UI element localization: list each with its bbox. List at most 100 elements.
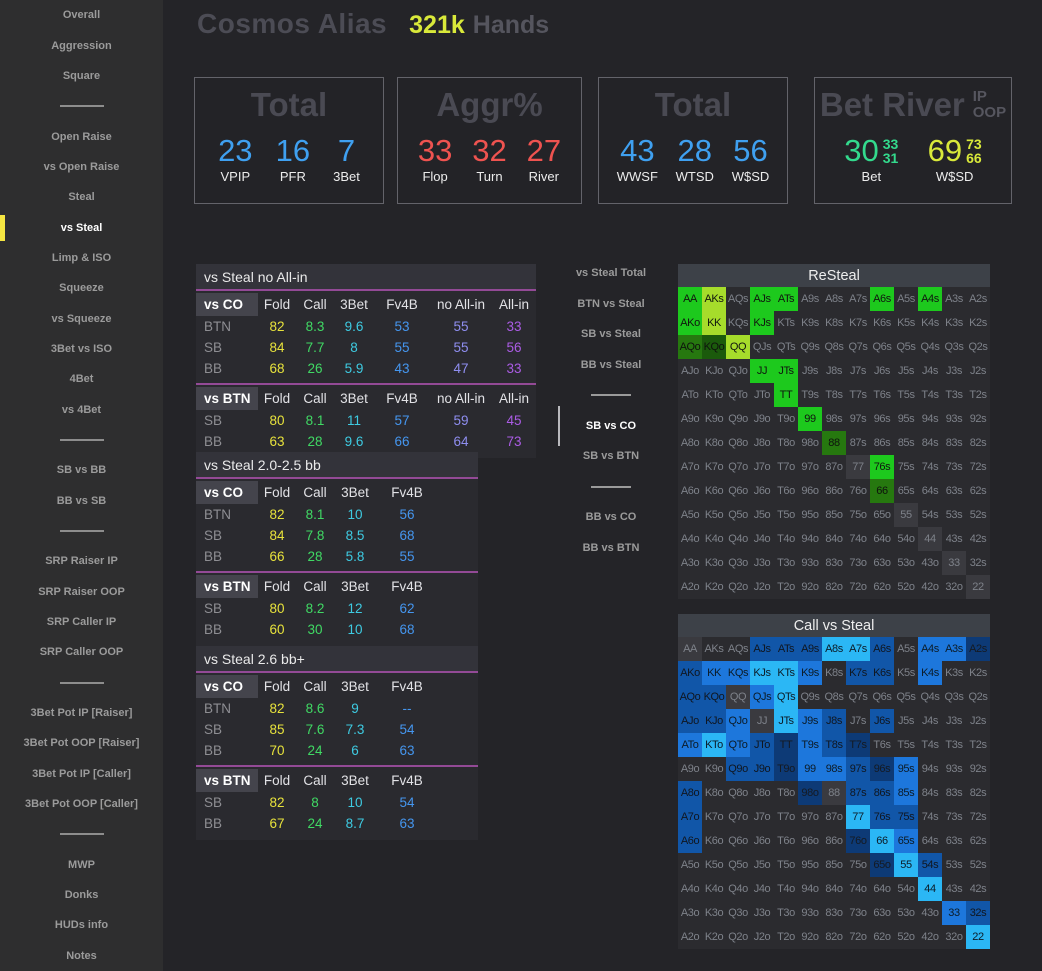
sidebar-item-squeeze[interactable]: Squeeze	[59, 282, 104, 295]
sidebar-item-srp-caller-ip[interactable]: SRP Caller IP	[46, 616, 117, 629]
steal-subnav: vs Steal Total BTN vs Steal SB vs Steal BB …	[553, 258, 669, 563]
hand-cell-t2o: T2o	[777, 581, 795, 593]
sidebar-item-steal[interactable]: Steal	[68, 191, 95, 204]
sidebar-item-3bet-pot-ip-caller[interactable]: 3Bet Pot IP [Caller]	[32, 767, 131, 780]
stat-main-values: 56	[733, 134, 767, 168]
sidebar-item-vs-squeeze[interactable]: vs Squeeze	[51, 312, 112, 325]
sidebar-item-srp-caller-oop[interactable]: SRP Caller OOP	[39, 646, 124, 659]
subnav-item-bb-vs-btn[interactable]: BB vs BTN	[582, 541, 640, 554]
sidebar-item-bb-vs-sb[interactable]: BB vs SB	[56, 494, 107, 507]
hand-cell-75s: 75s	[897, 461, 915, 473]
hand-cell-k6s: K6s	[873, 317, 891, 329]
hand-cell-33: 33	[942, 551, 966, 575]
sidebar-item-aggression[interactable]: Aggression	[51, 39, 112, 52]
hand-cell-62o: 62o	[873, 931, 891, 943]
matrix-title: Call vs Steal	[678, 614, 990, 637]
sidebar-item-open-raise[interactable]: Open Raise	[51, 130, 112, 143]
sidebar-item-limp-iso[interactable]: Limp & ISO	[51, 251, 112, 264]
hand-cell-j3o: J3o	[753, 557, 771, 569]
subnav-item-btn-vs-steal[interactable]: BTN vs Steal	[577, 297, 645, 310]
hand-cell-98o: 98o	[798, 781, 822, 805]
subnav-item-bb-vs-co[interactable]: BB vs CO	[585, 511, 637, 524]
sidebar-item-vs-steal[interactable]: vs Steal	[0, 212, 163, 242]
hand-cell-q3s: Q3s	[944, 341, 964, 353]
subnav-item-sb-vs-co[interactable]: SB vs CO	[553, 405, 669, 445]
stat-cell-fold: 63	[269, 434, 285, 449]
table-column-header-fv4b: Fv4B	[391, 679, 423, 694]
hand-cell-j2s: J2s	[970, 365, 986, 377]
sidebar-item-3bet-pot-ip-raiser[interactable]: 3Bet Pot IP [Raiser]	[30, 707, 133, 720]
hand-cell-j4o: J4o	[753, 533, 771, 545]
hand-cell-j7o: J7o	[753, 811, 771, 823]
hand-cell-k9s: K9s	[798, 661, 822, 685]
hand-cell-64o: 64o	[873, 883, 891, 895]
table-header-row: vs CO Fold Call 3Bet Fv4B	[196, 481, 478, 504]
table-column-header-fv4b: Fv4B	[386, 391, 418, 406]
matrix-row: A4o K4o Q4o J4o T4o 94o 84o 74o 64o 54o 44 43s 42s	[678, 527, 990, 551]
sidebar-item-srp-raiser-oop[interactable]: SRP Raiser OOP	[38, 585, 125, 598]
matrix-grid: AA AKs AQs AJs ATs A9s A8s A7s A6s A5s A4s A3s A2s AK…	[678, 637, 990, 949]
hand-cell-83s: 83s	[945, 787, 963, 799]
sidebar-item-4bet[interactable]: 4Bet	[69, 373, 94, 386]
sidebar-item-square[interactable]: Square	[62, 69, 101, 82]
row-position-label: SB	[204, 528, 223, 543]
hand-cell-k3s: K3s	[945, 667, 963, 679]
hand-cell-qjo: QJo	[728, 365, 748, 377]
hand-cell-74s: 74s	[921, 811, 939, 823]
hand-cell-k2o: K2o	[704, 581, 724, 593]
subnav-item-sb-vs-btn[interactable]: SB vs BTN	[582, 450, 640, 463]
hand-cell-93o: 93o	[801, 907, 819, 919]
subnav-item-vs-steal-total[interactable]: vs Steal Total	[575, 267, 647, 280]
stat-main-values: 16	[276, 134, 310, 168]
sidebar-item-mwp[interactable]: MWP	[68, 858, 95, 871]
hand-cell-73s: 73s	[945, 811, 963, 823]
hand-cell-aqs: AQs	[727, 293, 749, 305]
hand-cell-74s: 74s	[921, 461, 939, 473]
sidebar-item-donks[interactable]: Donks	[64, 889, 99, 902]
sidebar-item-vs-open-raise[interactable]: vs Open Raise	[43, 160, 120, 173]
table-section-vs-btn: vs BTN Fold Call 3Bet Fv4B no All-in All-in SB 8…	[196, 383, 536, 452]
sidebar-item-srp-raiser-ip[interactable]: SRP Raiser IP	[45, 555, 118, 568]
hand-cell-t3o: T3o	[777, 557, 795, 569]
stat-label: W$SD	[731, 168, 770, 184]
hand-cell-54s: 54s	[918, 853, 942, 877]
sidebar-item-overall[interactable]: Overall	[62, 9, 101, 22]
sidebar-item-3bet-pot-oop-raiser[interactable]: 3Bet Pot OOP [Raiser]	[23, 737, 140, 750]
hand-cell-j2o: J2o	[753, 931, 771, 943]
hand-cell-63o: 63o	[873, 557, 891, 569]
hand-cell-ats: ATs	[774, 287, 798, 311]
hand-cell-98s: 98s	[825, 413, 843, 425]
hand-cell-qq: QQ	[726, 335, 750, 359]
hand-cell-k9s: K9s	[801, 317, 819, 329]
hand-cell-aa: AA	[678, 287, 702, 311]
sidebar-item-notes[interactable]: Notes	[66, 949, 97, 962]
hand-cell-84s: 84s	[921, 787, 939, 799]
subnav-item-sb-vs-steal[interactable]: SB vs Steal	[581, 328, 641, 341]
matrix-title: ReSteal	[678, 264, 990, 287]
hand-cell-j5o: J5o	[753, 509, 771, 521]
stat-box-title: Total	[250, 86, 328, 123]
hand-cell-62s: 62s	[969, 485, 987, 497]
sidebar-item-vs-4bet[interactable]: vs 4Bet	[61, 403, 102, 416]
hand-cell-kqo: KQo	[702, 335, 726, 359]
sidebar-item-3bet-pot-oop-caller[interactable]: 3Bet Pot OOP [Caller]	[25, 798, 138, 811]
hand-cell-a3o: A3o	[680, 557, 700, 569]
hand-cell-95s: 95s	[897, 413, 915, 425]
sidebar-item-3bet-vs-iso[interactable]: 3Bet vs ISO	[50, 342, 113, 355]
hand-cell-j8o: J8o	[753, 437, 771, 449]
hand-cell-k7s: K7s	[846, 661, 870, 685]
hand-cell-t8o: T8o	[777, 787, 795, 799]
stat-cell-fv4b: 66	[394, 434, 410, 449]
sidebar-item-huds-info[interactable]: HUDs info	[54, 919, 109, 932]
hand-cell-42o: 42o	[921, 581, 939, 593]
table-column-header-call: Call	[303, 391, 327, 406]
table-column-header-no-all-in: no All-in	[436, 297, 486, 312]
hand-cell-96s: 96s	[873, 413, 891, 425]
sidebar-item-sb-vs-bb[interactable]: SB vs BB	[56, 464, 107, 477]
hand-cell-95o: 95o	[801, 509, 819, 521]
hand-cell-qq: QQ	[726, 685, 750, 709]
subnav-item-bb-vs-steal[interactable]: BB vs Steal	[580, 358, 642, 371]
hand-cell-j6o: J6o	[753, 835, 771, 847]
hand-cell-63s: 63s	[945, 485, 963, 497]
hand-cell-75s: 75s	[894, 805, 918, 829]
